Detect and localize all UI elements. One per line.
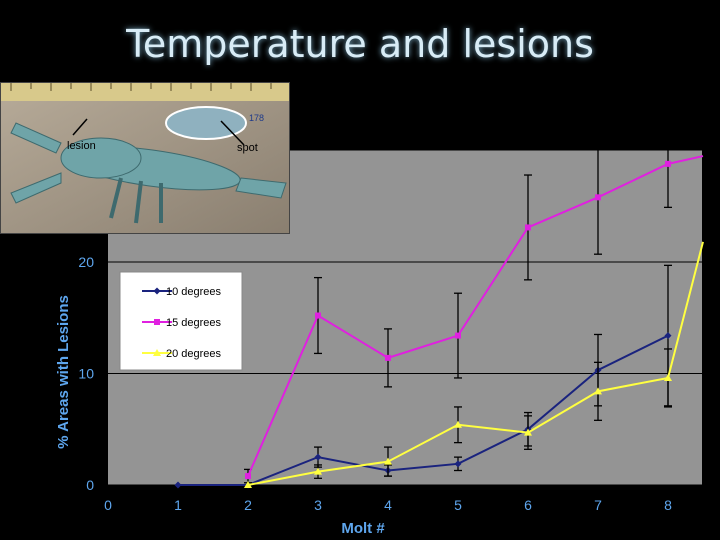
x-tick-label-0: 0: [104, 497, 112, 513]
legend-marker-10-degrees: [153, 287, 161, 295]
legend-box: [119, 271, 243, 371]
y-tick-label-10: 10: [78, 366, 94, 382]
x-tick-label-5: 5: [454, 497, 462, 513]
x-tick-label-6: 6: [524, 497, 532, 513]
series-20-degrees: [244, 241, 704, 488]
series-line: [178, 334, 669, 486]
slide-title: Temperature and lesions: [126, 22, 594, 66]
x-tick-label-2: 2: [244, 497, 252, 513]
series-layer: [174, 119, 704, 489]
series-line: [247, 241, 704, 486]
spot-label: spot: [237, 142, 258, 154]
data-point: [594, 387, 602, 395]
data-point: [454, 420, 462, 428]
x-axis-label: Molt #: [341, 520, 385, 537]
y-tick-label-0: 0: [86, 477, 94, 493]
data-point: [314, 467, 322, 475]
data-point: [174, 481, 182, 489]
x-tick-label-3: 3: [314, 497, 322, 513]
x-tick-label-7: 7: [594, 497, 602, 513]
x-tick-label-4: 4: [384, 497, 392, 513]
ruler: [1, 83, 289, 101]
legend: 10 degrees 15 degrees 20 degrees: [119, 271, 243, 371]
data-point: [664, 332, 672, 340]
data-point: [385, 354, 391, 361]
legend-label-20-degrees: 20 degrees: [166, 348, 222, 360]
legend-marker-15-degrees: [154, 319, 160, 325]
data-point: [315, 312, 321, 319]
y-tick-label-20: 20: [78, 254, 94, 270]
data-point: [454, 460, 462, 468]
spot-arrow: [220, 120, 245, 146]
legend-label-15-degrees: 15 degrees: [166, 317, 222, 329]
data-point: [245, 473, 251, 480]
data-point: [664, 373, 672, 381]
data-point: [595, 194, 601, 201]
data-point: [384, 457, 392, 465]
legend-label-10-degrees: 10 degrees: [166, 286, 222, 298]
crayfish-photo: 178 lesion spot: [0, 82, 290, 234]
spot-inset: [165, 106, 247, 140]
crayfish: [10, 122, 287, 224]
x-tick-label-1: 1: [174, 497, 182, 513]
x-tick-label-8: 8: [664, 497, 672, 513]
y-tick-labels: 0 10 20: [78, 254, 94, 493]
y-axis-label: % Areas with Lesions: [55, 295, 72, 449]
data-point: [244, 481, 252, 488]
data-point: [524, 428, 532, 436]
legend-marker-20-degrees: [153, 349, 161, 356]
data-point: [314, 453, 322, 461]
data-point: [665, 160, 671, 167]
series-line: [247, 155, 704, 477]
series-15-degrees: [244, 119, 704, 484]
lesion-label: lesion: [67, 140, 96, 152]
data-point: [525, 224, 531, 231]
data-point: [455, 332, 461, 339]
ruler-number: 178: [249, 113, 264, 123]
x-tick-labels: 0 1 2 3 4 5 6 7 8: [104, 497, 672, 513]
lesion-arrow: [72, 118, 88, 136]
